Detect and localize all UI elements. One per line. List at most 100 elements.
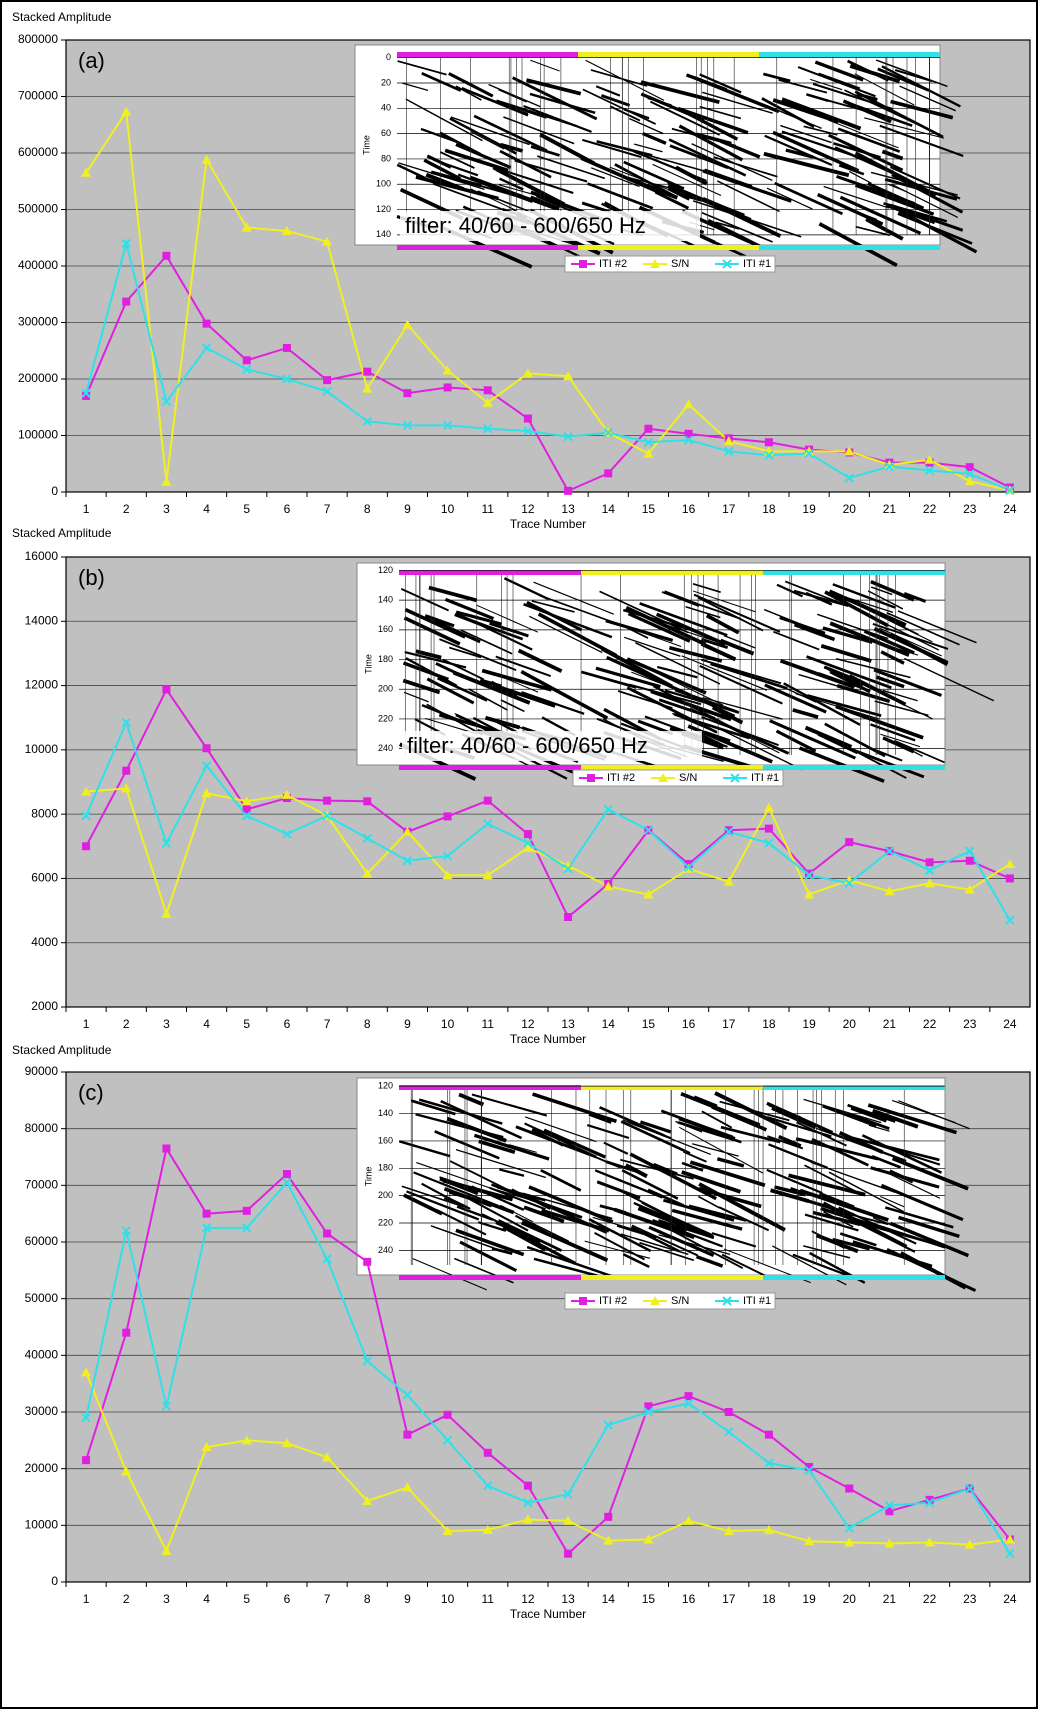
x-tick-label: 4 — [203, 502, 210, 516]
inset-tick-label: 40 — [381, 103, 391, 113]
y-tick-label: 14000 — [25, 613, 59, 627]
figure: Stacked Amplitude01000002000003000004000… — [0, 0, 1038, 1709]
x-tick-label: 22 — [923, 1017, 937, 1031]
x-tick-label: 14 — [602, 1592, 616, 1606]
marker-square — [1006, 874, 1014, 882]
inset-tick-label: 140 — [378, 595, 393, 605]
x-tick-label: 16 — [682, 1017, 696, 1031]
inset-color-bar — [763, 1275, 945, 1280]
x-tick-label: 10 — [441, 1017, 455, 1031]
panel-label: (c) — [78, 1080, 104, 1105]
x-tick-label: 12 — [521, 1592, 535, 1606]
inset-color-bar — [759, 245, 940, 250]
marker-square — [484, 797, 492, 805]
marker-square — [203, 320, 211, 328]
y-tick-label: 700000 — [18, 89, 58, 103]
y-tick-label: 30000 — [25, 1404, 59, 1418]
y-tick-label: 60000 — [25, 1234, 59, 1248]
inset-tick-label: 160 — [378, 624, 393, 634]
marker-square — [685, 1392, 693, 1400]
x-tick-label: 8 — [364, 1592, 371, 1606]
x-tick-label: 17 — [722, 502, 736, 516]
inset-color-bar — [581, 1085, 763, 1090]
marker-square — [363, 1258, 371, 1266]
y-tick-label: 70000 — [25, 1178, 59, 1192]
legend-label: ITI #2 — [599, 258, 627, 270]
marker-square — [845, 838, 853, 846]
marker-square — [203, 1210, 211, 1218]
inset-tick-label: 20 — [381, 77, 391, 87]
inset-color-bar — [578, 52, 759, 57]
x-tick-label: 24 — [1003, 502, 1017, 516]
x-tick-label: 10 — [441, 1592, 455, 1606]
legend-label: S/N — [671, 258, 689, 270]
y-tick-label: 20000 — [25, 1461, 59, 1475]
marker-square — [604, 469, 612, 477]
marker-square — [283, 344, 291, 352]
legend-marker — [579, 260, 587, 268]
y-tick-label: 10000 — [25, 742, 59, 756]
marker-square — [323, 1230, 331, 1238]
x-tick-label: 13 — [561, 1592, 575, 1606]
x-tick-label: 11 — [482, 1592, 495, 1606]
x-tick-label: 1 — [83, 502, 90, 516]
x-tick-label: 15 — [642, 1592, 656, 1606]
marker-square — [323, 376, 331, 384]
inset-tick-label: 180 — [378, 1163, 393, 1173]
x-tick-label: 19 — [802, 502, 816, 516]
marker-square — [966, 857, 974, 865]
x-tick-label: 20 — [843, 1017, 857, 1031]
inset-color-bar — [397, 52, 578, 57]
inset-tick-label: 80 — [381, 153, 391, 163]
x-axis-title: Trace Number — [510, 1032, 586, 1046]
x-tick-label: 10 — [441, 502, 455, 516]
marker-square — [444, 1411, 452, 1419]
x-tick-label: 12 — [521, 502, 535, 516]
y-tick-label: 800000 — [18, 32, 58, 46]
y-tick-label: 200000 — [18, 371, 58, 385]
x-tick-label: 3 — [163, 502, 170, 516]
x-tick-label: 7 — [324, 502, 331, 516]
inset-tick-label: 0 — [386, 52, 391, 62]
inset-tick-label: 200 — [378, 1190, 393, 1200]
inset-tick-label: 240 — [378, 743, 393, 753]
x-tick-label: 2 — [123, 502, 130, 516]
x-tick-label: 8 — [364, 502, 371, 516]
y-tick-label: 90000 — [25, 1064, 59, 1078]
marker-square — [524, 415, 532, 423]
y-axis-title: Stacked Amplitude — [12, 10, 112, 24]
marker-square — [444, 812, 452, 820]
inset-tick-label: 220 — [378, 1217, 393, 1227]
legend-marker — [579, 1297, 587, 1305]
marker-square — [323, 797, 331, 805]
marker-square — [162, 252, 170, 260]
inset-color-bar — [581, 1275, 763, 1280]
inset-color-bar — [399, 1085, 581, 1090]
inset-tick-label: 120 — [378, 1081, 393, 1091]
inset-color-bar — [759, 52, 940, 57]
marker-square — [122, 767, 130, 775]
inset-tick-label: 60 — [381, 128, 391, 138]
y-tick-label: 8000 — [31, 806, 58, 820]
x-tick-label: 1 — [83, 1592, 90, 1606]
panel-label: (a) — [78, 48, 105, 73]
marker-square — [564, 487, 572, 495]
marker-square — [162, 1145, 170, 1153]
legend-label: S/N — [679, 772, 697, 784]
marker-square — [765, 438, 773, 446]
x-axis-title: Trace Number — [510, 517, 586, 531]
x-tick-label: 8 — [364, 1017, 371, 1031]
x-tick-label: 5 — [243, 1017, 250, 1031]
y-tick-label: 4000 — [31, 935, 58, 949]
inset-tick-label: 220 — [378, 713, 393, 723]
x-tick-label: 11 — [482, 1017, 495, 1031]
inset-axis-title: Time — [361, 135, 371, 155]
marker-square — [524, 830, 532, 838]
marker-square — [82, 842, 90, 850]
legend-label: ITI #1 — [743, 1295, 771, 1307]
x-tick-label: 18 — [762, 1592, 776, 1606]
x-tick-label: 19 — [802, 1017, 816, 1031]
y-tick-label: 0 — [51, 484, 58, 498]
inset-tick-label: 240 — [378, 1245, 393, 1255]
marker-square — [403, 389, 411, 397]
